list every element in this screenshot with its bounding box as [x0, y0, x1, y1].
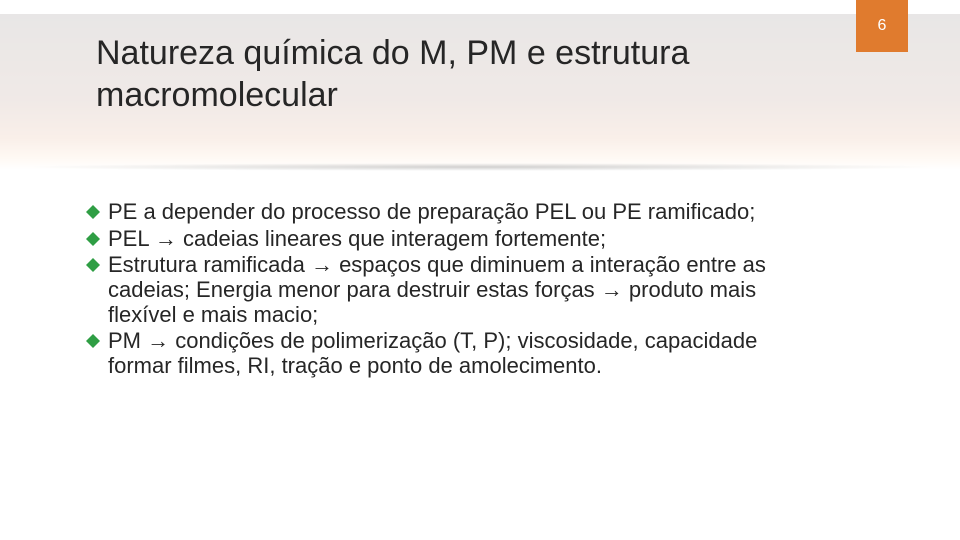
page-number-tab: 6 — [856, 0, 908, 52]
bullet-text: Estrutura ramificada → espaços que dimin… — [108, 253, 786, 327]
bullet-item: PEL → cadeias lineares que interagem for… — [86, 227, 786, 252]
bullet-text: PE a depender do processo de preparação … — [108, 200, 755, 225]
bullet-text: PM → condições de polimerização (T, P); … — [108, 329, 786, 378]
slide: 6 Natureza química do M, PM e estrutura … — [0, 0, 960, 540]
bullet-list: PE a depender do processo de preparação … — [86, 200, 786, 380]
diamond-icon — [86, 232, 100, 246]
slide-title: Natureza química do M, PM e estrutura ma… — [96, 32, 736, 116]
diamond-icon — [86, 334, 100, 348]
diamond-icon — [86, 205, 100, 219]
bullet-item: Estrutura ramificada → espaços que dimin… — [86, 253, 786, 327]
bullet-text: PEL → cadeias lineares que interagem for… — [108, 227, 606, 252]
bullet-item: PE a depender do processo de preparação … — [86, 200, 786, 225]
diamond-icon — [86, 258, 100, 272]
header-shadow — [22, 163, 938, 171]
bullet-item: PM → condições de polimerização (T, P); … — [86, 329, 786, 378]
page-number: 6 — [878, 17, 887, 35]
